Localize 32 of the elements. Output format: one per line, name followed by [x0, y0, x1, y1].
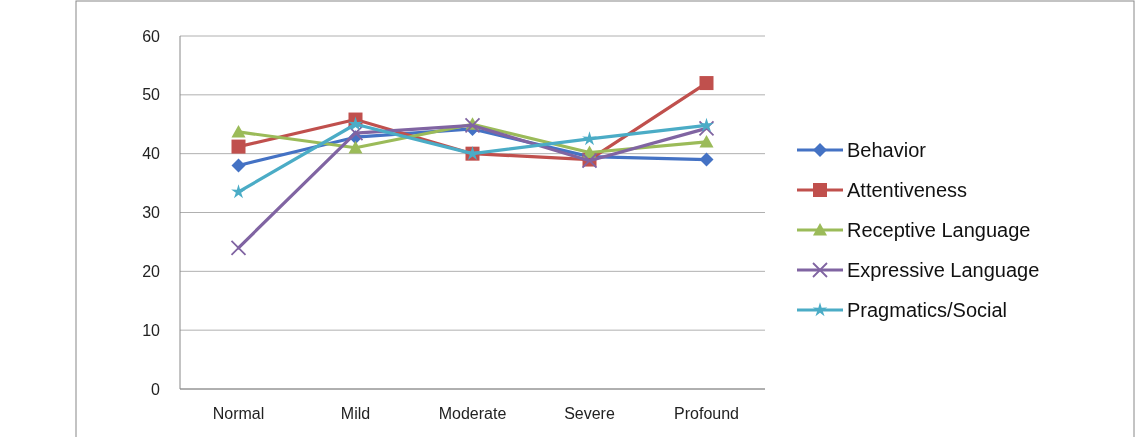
legend-label: Expressive Language	[847, 259, 1040, 281]
point	[231, 184, 246, 199]
y-tick-label: 60	[142, 27, 161, 45]
point	[699, 117, 714, 132]
x-tick-label: Moderate	[438, 405, 507, 422]
point	[230, 239, 247, 256]
point	[582, 131, 597, 146]
y-tick-label: 10	[142, 321, 161, 339]
point	[699, 76, 714, 91]
y-tick-label: 0	[151, 380, 161, 398]
point	[348, 116, 363, 131]
point	[348, 140, 363, 154]
x-tick-label: Severe	[564, 405, 615, 422]
point	[347, 125, 364, 141]
x-tick-label: Mild	[340, 405, 371, 422]
point	[698, 120, 715, 137]
legend-label: Pragmatics/Social	[847, 299, 1008, 321]
x-tick-label: Normal	[212, 405, 265, 422]
y-tick-label: 40	[142, 145, 161, 163]
point	[231, 158, 246, 173]
point	[231, 139, 246, 154]
x-tick-label: Profound	[674, 405, 739, 422]
point	[699, 134, 714, 148]
point	[699, 152, 714, 167]
point	[231, 124, 246, 138]
y-tick-label: 30	[142, 204, 161, 222]
y-tick-label: 20	[142, 262, 161, 280]
legend-label: Behavior	[847, 139, 927, 161]
point	[464, 117, 481, 134]
legend-label: Attentiveness	[847, 179, 968, 201]
legend-label: Receptive Language	[847, 219, 1031, 241]
y-tick-label: 50	[142, 86, 161, 104]
